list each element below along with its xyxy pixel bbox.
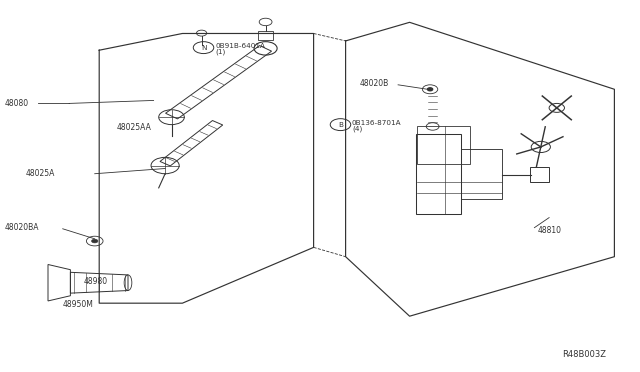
Text: 48025A: 48025A [26,169,55,178]
Text: N: N [201,45,206,51]
Text: 48080: 48080 [5,99,29,108]
Text: 0B136-8701A: 0B136-8701A [352,120,402,126]
Text: 48025AA: 48025AA [116,123,151,132]
Text: (4): (4) [352,125,362,132]
Text: 48980: 48980 [83,278,108,286]
Circle shape [428,88,433,91]
Text: 48810: 48810 [538,226,562,235]
Circle shape [92,239,98,243]
Text: 48950M: 48950M [63,300,93,309]
Circle shape [549,103,564,112]
Text: R48B003Z: R48B003Z [562,350,606,359]
Text: 48020BA: 48020BA [5,223,40,232]
Text: 48020B: 48020B [360,79,389,88]
Text: B: B [338,122,343,128]
Text: 0B91B-6401A: 0B91B-6401A [215,43,265,49]
Text: (1): (1) [215,48,225,55]
